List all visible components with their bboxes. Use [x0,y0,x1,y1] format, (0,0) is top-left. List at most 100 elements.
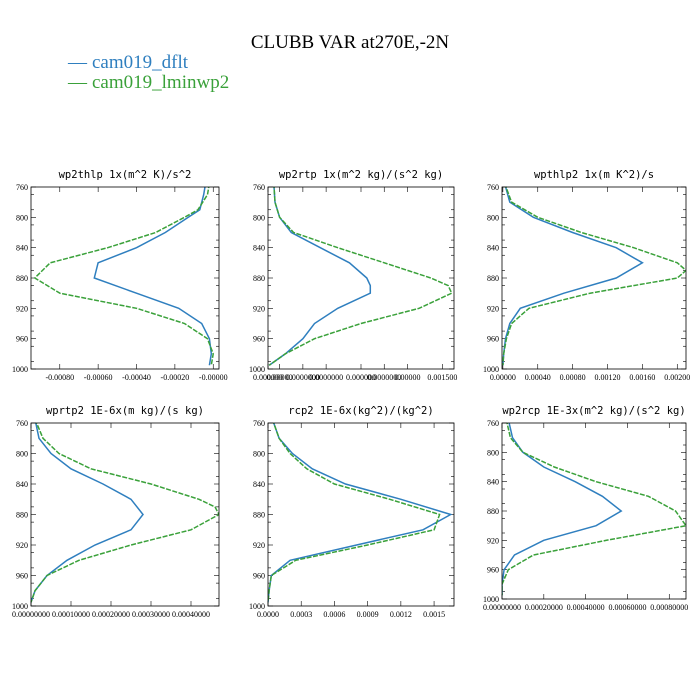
y-tick-label: 800 [487,213,499,222]
y-tick-label: 760 [16,183,28,192]
x-tick-label: 0.00200 [664,373,690,382]
series-line-cam019_dflt [502,187,644,366]
x-tick-label: 0.00000 [267,373,293,382]
y-tick-label: 760 [253,419,265,428]
chart-panel-3: wpthlp2 1x(m K^2)/s 760 800 840 880 920 960 100… [483,169,690,382]
series-line-cam019_lminwp2 [502,423,686,596]
x-tick-label: 0.0000000 [367,373,401,382]
panel-title: wprtp2 1E-6x(m kg)/(s kg) [46,405,204,417]
x-tick-label: 0.0009 [357,610,379,619]
x-tick-label: -0.00020 [161,373,190,382]
x-tick-label: 0.00010000 [52,610,90,619]
y-tick-label: 840 [487,244,499,253]
x-tick-label: 0.0000 [257,610,279,619]
chart-panel-2: wp2rtp 1x(m^2 kg)/(s^2 kg) 760 800 840 880 92… [249,169,457,382]
y-tick-label: 920 [253,541,265,550]
x-tick-label: 0.00020000 [525,603,563,612]
plot-frame [267,422,455,607]
legend-label-dflt: cam019_dflt [92,52,189,73]
x-tick-label: 0.00000000 [12,610,50,619]
series-line-cam019_dflt [268,187,372,366]
chart-panels: wp2thlp 1x(m^2 K)/s^2 760 800 840 880 920 960 1… [12,169,690,619]
x-tick-label: 0.0003 [290,610,312,619]
y-tick-label: 840 [253,244,265,253]
panel-title: wp2rtp 1x(m^2 kg)/(s^2 kg) [279,169,443,181]
y-tick-label: 920 [16,304,28,313]
chart-panel-1: wp2thlp 1x(m^2 K)/s^2 760 800 840 880 920 960 1… [12,169,228,382]
y-tick-label: 800 [253,213,265,222]
y-tick-label: 800 [16,450,28,459]
y-tick-label: 960 [253,572,265,581]
legend: — cam019_dflt — cam019_lminwp2 [67,52,229,93]
x-tick-label: 0.00020000 [92,610,130,619]
panel-title: rcp2 1E-6x(kg^2)/(kg^2) [288,405,433,417]
y-tick-label: 1000 [483,365,499,374]
y-tick-label: 880 [16,511,28,520]
legend-marker-lminwp2: — [67,72,88,93]
y-tick-label: 920 [487,304,499,313]
x-tick-label: 0.00080 [560,373,586,382]
figure-title: CLUBB VAR at270E,-2N [251,32,450,53]
series-line-cam019_lminwp2 [33,187,214,366]
chart-panel-4: wprtp2 1E-6x(m kg)/(s kg) 760 800 840 880 920… [12,405,220,619]
x-tick-label: 0.001500 [427,373,457,382]
panel-title: wp2rcp 1E-3x(m^2 kg)/(s^2 kg) [502,405,685,417]
series-line-cam019_lminwp2 [268,187,453,366]
plot-frame [501,422,687,600]
x-tick-label: 0.00040 [525,373,551,382]
y-tick-label: 1000 [249,365,265,374]
y-tick-label: 880 [16,274,28,283]
y-tick-label: 920 [487,536,499,545]
x-tick-label: 0.000000 [253,373,283,382]
legend-marker-dflt: — [67,52,88,73]
series-line-cam019_dflt [268,423,453,603]
y-tick-label: 880 [487,507,499,516]
legend-label-lminwp2: cam019_lminwp2 [92,72,229,93]
x-tick-label: 0.00160 [629,373,655,382]
x-tick-label: 0.0000000 [309,373,343,382]
plot-frame [30,422,220,607]
y-tick-label: 880 [253,511,265,520]
y-tick-label: 840 [487,478,499,487]
y-tick-label: 1000 [249,602,265,611]
y-tick-label: 760 [253,183,265,192]
x-tick-label: 0.00000 [490,373,516,382]
y-tick-label: 960 [16,335,28,344]
y-tick-label: 840 [16,480,28,489]
y-tick-label: 920 [253,304,265,313]
series-line-cam019_lminwp2 [268,423,441,603]
x-tick-label: 0.00000 [395,373,421,382]
x-tick-label: -0.00080 [45,373,74,382]
series-line-cam019_lminwp2 [31,423,219,603]
series-line-cam019_dflt [502,423,623,596]
x-tick-label: -0.00060 [84,373,113,382]
y-tick-label: 880 [487,274,499,283]
y-tick-label: 760 [487,419,499,428]
chart-panel-6: wp2rcp 1E-3x(m^2 kg)/(s^2 kg)760 800 840 88… [483,405,688,612]
x-tick-label: 0.00040000 [172,610,210,619]
x-tick-label: 0.00000000 [483,603,521,612]
x-tick-label: 0.00080000 [650,603,688,612]
plot-frame [30,186,220,370]
x-tick-label: -0.00040 [122,373,151,382]
x-tick-label: 0.00040000 [567,603,605,612]
y-tick-label: 760 [487,183,499,192]
series-line-cam019_lminwp2 [502,187,686,366]
y-tick-label: 800 [16,213,28,222]
panel-title: wpthlp2 1x(m K^2)/s [534,169,654,181]
y-tick-label: 880 [253,274,265,283]
y-tick-label: 840 [16,244,28,253]
y-tick-label: 1000 [12,365,28,374]
y-tick-label: 960 [16,572,28,581]
y-tick-label: 800 [487,448,499,457]
y-tick-label: 1000 [12,602,28,611]
x-tick-label: 0.00030000 [132,610,170,619]
y-tick-label: 1000 [483,595,499,604]
x-tick-label: 0.0012 [390,610,412,619]
plot-frame [267,186,455,370]
y-tick-label: 760 [16,419,28,428]
x-tick-label: 0.0000000 [286,373,320,382]
y-tick-label: 800 [253,450,265,459]
x-tick-label: 0.0015 [423,610,445,619]
